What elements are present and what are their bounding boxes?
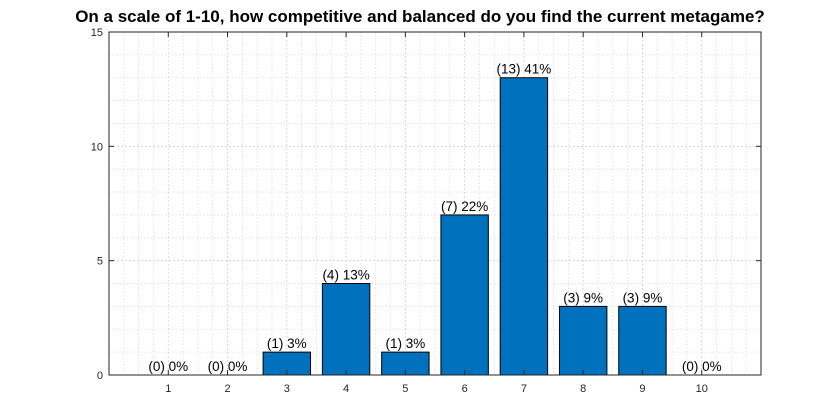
data-labels: (0) 0% (0) 0% (1) 3% (4) 13% (1) 3% (7) 22% (1… — [148, 62, 721, 374]
data-label-10: (0) 0% — [682, 359, 722, 374]
data-label-3: (1) 3% — [267, 336, 307, 351]
bars — [262, 77, 667, 376]
bar-4 — [321, 283, 371, 376]
x-tick-label: 5 — [402, 383, 408, 395]
data-label-6: (7) 22% — [441, 199, 488, 214]
x-tick-label: 2 — [224, 383, 230, 395]
data-label-7: (13) 41% — [497, 62, 552, 77]
bar-9 — [618, 305, 667, 376]
data-label-1: (0) 0% — [148, 359, 188, 374]
plot-frame — [108, 31, 762, 376]
x-tick-label: 6 — [462, 383, 468, 395]
data-label-2: (0) 0% — [208, 359, 248, 374]
data-label-5: (1) 3% — [385, 336, 425, 351]
x-tick-label: 8 — [580, 383, 586, 395]
bar-7 — [499, 77, 549, 376]
y-axis-ticks: 0 5 10 15 — [91, 27, 761, 382]
x-tick-label: 7 — [521, 383, 527, 395]
bar-6 — [440, 214, 489, 376]
y-tick-label: 5 — [97, 256, 103, 268]
y-tick-label: 15 — [91, 27, 103, 39]
data-label-9: (3) 9% — [623, 290, 663, 305]
x-tick-label: 10 — [696, 383, 708, 395]
data-label-8: (3) 9% — [563, 290, 603, 305]
data-label-4: (4) 13% — [322, 268, 369, 283]
chart-title: On a scale of 1-10, how competitive and … — [75, 7, 765, 26]
x-tick-label: 9 — [639, 383, 645, 395]
x-tick-label: 3 — [284, 383, 290, 395]
y-tick-label: 0 — [97, 370, 103, 382]
bar-8 — [558, 305, 608, 376]
x-tick-label: 4 — [343, 383, 349, 395]
x-axis-ticks: 1 2 3 4 5 6 7 8 9 10 — [165, 32, 708, 395]
x-tick-label: 1 — [165, 383, 171, 395]
y-tick-label: 10 — [91, 141, 103, 153]
